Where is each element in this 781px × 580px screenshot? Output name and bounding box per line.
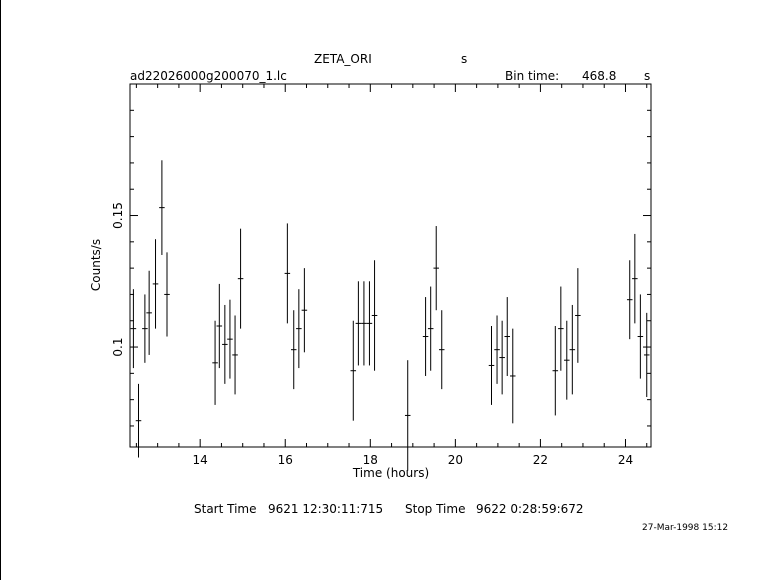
data-point [632, 233, 638, 324]
stop-time-label: Stop Time [405, 502, 466, 516]
data-point [232, 315, 238, 395]
axis-ticks: 14 16 18 20 22 24 0.1 0.15 [111, 84, 651, 467]
data-point [637, 294, 644, 379]
data-points [130, 160, 650, 471]
data-point [552, 326, 559, 416]
y-tick-label: 0.15 [111, 202, 125, 229]
data-point [130, 289, 137, 369]
data-point [438, 310, 445, 390]
x-axis-label: Time (hours) [352, 466, 429, 480]
y-axis-label: Counts/s [89, 239, 103, 291]
bin-time-unit: s [644, 69, 651, 83]
bin-time-value: 468.8 [582, 69, 617, 83]
data-point [366, 281, 373, 366]
data-point [643, 312, 650, 398]
data-point [142, 294, 148, 363]
data-point [350, 320, 357, 421]
data-point [427, 286, 434, 371]
data-point [510, 328, 516, 424]
y-tick-label: 0.1 [111, 337, 125, 356]
data-point [575, 268, 581, 363]
data-point [159, 160, 165, 255]
data-point [422, 297, 429, 376]
data-point [371, 260, 378, 371]
x-tick-label: 20 [448, 453, 463, 467]
data-point [564, 320, 570, 400]
data-point [569, 304, 576, 395]
data-point [626, 260, 633, 340]
data-point [488, 326, 495, 405]
start-time-label: Start Time [194, 502, 257, 516]
data-point [301, 268, 308, 353]
object-unit: s [461, 52, 468, 66]
data-point [433, 226, 439, 311]
data-point [284, 223, 291, 324]
data-point [296, 289, 302, 369]
data-point [494, 315, 500, 384]
data-point [146, 270, 152, 355]
window-border [0, 0, 1, 580]
data-point [404, 360, 411, 471]
data-point [504, 297, 511, 376]
x-tick-label: 24 [618, 453, 633, 467]
plot-frame [129, 83, 652, 448]
file-name: ad22026000g200070_1.lc [130, 69, 287, 83]
data-point [558, 286, 564, 371]
data-point [355, 281, 362, 366]
data-point [290, 310, 297, 390]
x-tick-label: 22 [533, 453, 548, 467]
data-point [135, 383, 142, 458]
x-tick-label: 14 [193, 453, 208, 467]
x-tick-label: 18 [363, 453, 378, 467]
data-point [152, 239, 159, 329]
data-point [361, 281, 367, 366]
data-point [227, 299, 233, 379]
data-point [499, 320, 505, 395]
data-point [222, 304, 228, 384]
date-stamp: 27-Mar-1998 15:12 [642, 523, 729, 533]
data-point [216, 283, 223, 369]
x-tick-label: 16 [278, 453, 293, 467]
object-name: ZETA_ORI [314, 52, 372, 66]
start-time-value: 9621 12:30:11:715 [268, 502, 384, 516]
stop-time-value: 9622 0:28:59:672 [476, 502, 584, 516]
bin-time-label: Bin time: [505, 69, 560, 83]
data-point [164, 252, 170, 337]
data-point [212, 320, 218, 405]
data-point [237, 228, 244, 329]
